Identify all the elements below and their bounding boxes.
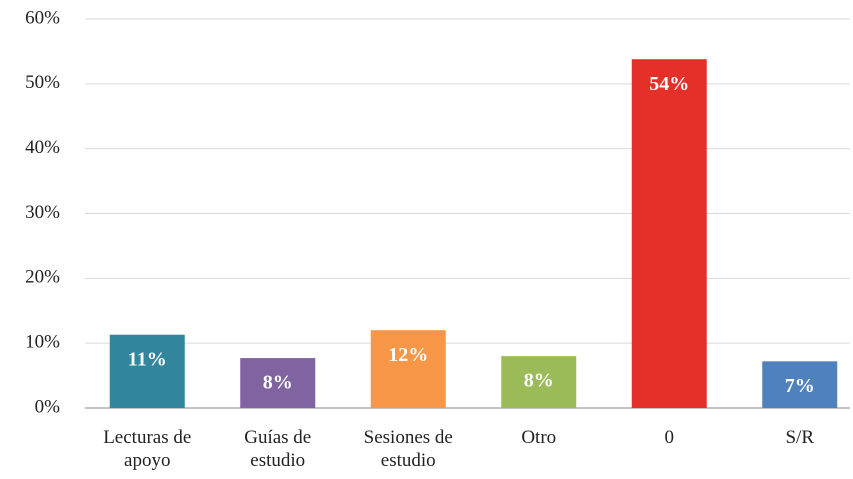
x-tick-label: Sesiones de estudio xyxy=(363,427,453,471)
y-tick-label: 40% xyxy=(25,137,60,158)
y-tick-label: 20% xyxy=(25,267,60,288)
x-tick-label: Guías de estudio xyxy=(244,427,312,471)
y-tick-label: 10% xyxy=(25,332,60,353)
data-label: 8% xyxy=(263,372,293,394)
data-label: 7% xyxy=(785,375,815,397)
bar xyxy=(370,330,446,408)
y-tick-label: 30% xyxy=(25,202,60,223)
y-tick-label: 60% xyxy=(25,7,60,28)
x-tick-label: 0 xyxy=(664,427,675,448)
x-tick-label: Lecturas de apoyo xyxy=(103,427,192,471)
data-label: 12% xyxy=(388,344,428,366)
bar xyxy=(501,356,577,408)
y-tick-label: 0% xyxy=(35,396,61,417)
data-label: 11% xyxy=(128,348,167,370)
data-label: 54% xyxy=(649,73,689,95)
x-tick-label: S/R xyxy=(785,427,815,448)
bar xyxy=(240,358,316,408)
bar xyxy=(631,59,707,409)
bar xyxy=(109,334,185,408)
bar xyxy=(762,361,838,408)
x-tick-label: Otro xyxy=(521,427,557,448)
data-label: 8% xyxy=(524,370,554,392)
y-tick-label: 50% xyxy=(25,72,60,93)
